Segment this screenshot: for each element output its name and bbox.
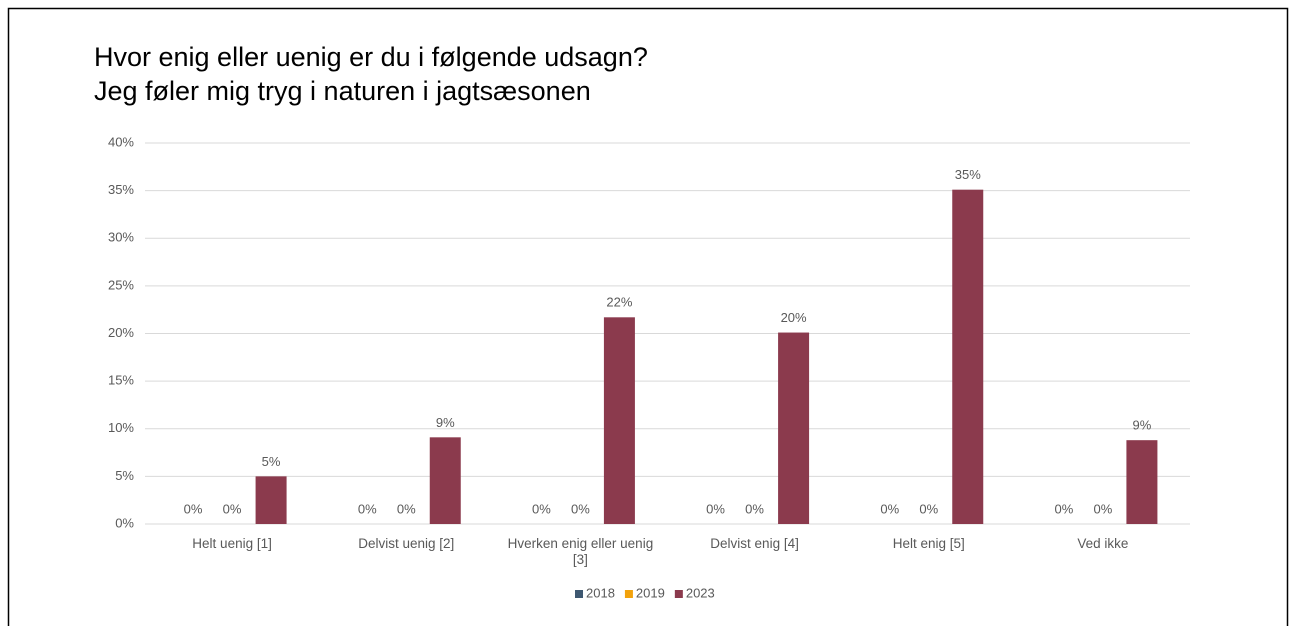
legend-label: 2019 [636, 585, 665, 600]
bar [429, 437, 461, 524]
frame [7, 7, 1289, 626]
value-label: 0% [706, 501, 725, 516]
x-tick-label-box: Helt enig [5] [892, 536, 965, 551]
x-tick-label: Ved ikke [1077, 536, 1129, 551]
value-label: 0% [919, 501, 938, 516]
value-label: 20% [781, 310, 807, 325]
value-label: 0% [397, 501, 416, 516]
value-label: 0% [745, 501, 764, 516]
legend-label: 2018 [586, 585, 615, 600]
value-label: 0% [358, 501, 377, 516]
y-tick-label: 0% [115, 515, 134, 530]
x-tick-label-box: Hverken enig eller uenig [3] [507, 536, 654, 567]
value-label: 0% [184, 501, 203, 516]
y-tick-label: 40% [108, 134, 134, 149]
legend-swatch [674, 590, 683, 598]
value-label: 0% [1055, 501, 1074, 516]
x-tick-label: Delvist uenig [2] [358, 536, 455, 551]
y-tick-label: 15% [108, 373, 134, 388]
x-tick-label-box: Ved ikke [1077, 536, 1129, 551]
value-label: 0% [880, 501, 899, 516]
x-tick-label: Hverken enig eller uenig [3] [507, 536, 654, 567]
x-tick-label-box: Helt uenig [1] [192, 536, 272, 551]
value-label: 0% [532, 501, 551, 516]
bar [778, 332, 810, 524]
bar [1126, 440, 1158, 524]
value-label: 0% [1094, 501, 1113, 516]
value-label: 35% [955, 167, 981, 182]
x-tick-label-box: Delvist uenig [2] [358, 536, 455, 551]
y-tick-label: 10% [108, 420, 134, 435]
value-label: 9% [436, 415, 455, 430]
legend-label: 2023 [686, 585, 715, 600]
x-tick-label: Delvist enig [4] [710, 536, 799, 551]
chart-title: Jeg føler mig tryg i naturen i jagtsæson… [94, 76, 591, 106]
value-label: 0% [223, 501, 242, 516]
y-tick-label: 25% [108, 277, 134, 292]
x-tick-label: Helt enig [5] [892, 536, 965, 551]
value-label: 9% [1133, 418, 1152, 433]
value-label: 0% [571, 501, 590, 516]
y-tick-label: 5% [115, 468, 134, 483]
value-label: 5% [262, 454, 281, 469]
bar [255, 476, 287, 524]
value-label: 22% [606, 295, 632, 310]
chart-title: Hvor enig eller uenig er du i følgende u… [94, 42, 648, 72]
x-tick-label-box: Delvist enig [4] [710, 536, 799, 551]
y-tick-label: 35% [108, 182, 134, 197]
x-tick-label: Helt uenig [1] [192, 536, 272, 551]
bar [603, 317, 635, 524]
legend-swatch [624, 590, 633, 598]
y-tick-label: 30% [108, 230, 134, 245]
bar [952, 189, 984, 525]
legend-swatch [575, 590, 583, 598]
y-tick-label: 20% [108, 325, 134, 340]
